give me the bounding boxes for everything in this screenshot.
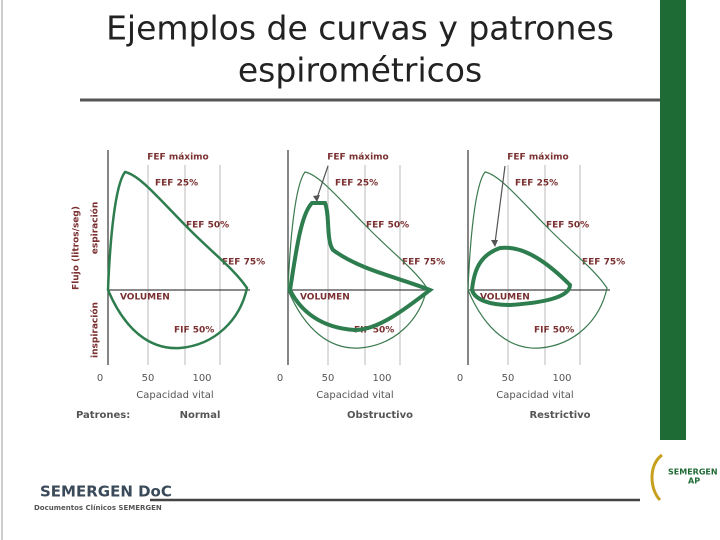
title-line: espirométricos: [238, 51, 482, 90]
footer-subtitle: Documentos Clínicos SEMERGEN: [34, 504, 162, 512]
arrow: [316, 165, 329, 199]
x-axis-label: Capacidad vital: [496, 390, 573, 401]
curve-label: VOLUMEN: [300, 293, 350, 303]
title-line: Ejemplos de curvas y patrones: [106, 9, 614, 48]
x-tick-label: 100: [372, 373, 391, 384]
reference-curve: [467, 171, 608, 349]
x-tick-label: 50: [322, 373, 335, 384]
y-axis-upper: espiración: [90, 202, 101, 255]
curve-label: FEF 25%: [155, 179, 198, 189]
curve-label: FIF 50%: [354, 326, 394, 336]
arrow: [494, 165, 506, 244]
restrictive-curve: [469, 245, 573, 308]
pattern-name: Obstructivo: [347, 410, 413, 421]
normal-curve: [106, 170, 249, 350]
x-tick-label: 0: [277, 373, 283, 384]
curve-label: FEF 50%: [546, 221, 589, 231]
curve-label: FEF 25%: [335, 179, 378, 189]
curve-label: FEF máximo: [327, 153, 388, 163]
logo-mark: [650, 453, 664, 502]
curve-label: FIF 50%: [174, 326, 214, 336]
x-tick-label: 50: [502, 373, 515, 384]
side-bar: [660, 0, 686, 440]
obstructive-curve: [287, 201, 435, 333]
curve-label: FEF 25%: [515, 179, 558, 189]
arrow-head: [491, 240, 498, 247]
curve-label: FEF máximo: [507, 153, 568, 163]
curve-label: FEF máximo: [147, 153, 208, 163]
curve-label: FEF 75%: [402, 258, 445, 268]
x-tick-label: 100: [552, 373, 571, 384]
panels: FEF máximo FEF 25% FEF 50% FEF 75% VOLUMEN FI…: [97, 150, 625, 421]
curve-label: FEF 50%: [366, 221, 409, 231]
curve-label: FIF 50%: [534, 326, 574, 336]
x-axis-label: Capacidad vital: [136, 390, 213, 401]
x-tick-label: 50: [142, 373, 155, 384]
x-tick-label: 100: [192, 373, 211, 384]
x-tick-label: 0: [457, 373, 463, 384]
patterns-label: Patrones:: [76, 410, 130, 421]
curve-label: VOLUMEN: [480, 293, 530, 303]
pattern-name: Restrictivo: [529, 410, 590, 421]
footer-brand: SEMERGEN DoC: [40, 483, 172, 501]
logo-name: SEMERGEN: [668, 468, 718, 477]
pattern-name: Normal: [180, 410, 221, 421]
x-tick-label: 0: [97, 373, 103, 384]
x-axis-label: Capacidad vital: [316, 390, 393, 401]
arrow-head: [313, 195, 320, 202]
y-axis-label: Flujo (litros/seg): [72, 206, 82, 290]
logo-sub: AP: [688, 477, 700, 486]
curve-label: FEF 75%: [582, 258, 625, 268]
y-axis-lower: inspiración: [90, 302, 101, 358]
reference-curve: [287, 171, 428, 349]
curve-label: FEF 50%: [186, 221, 229, 231]
curve-label: VOLUMEN: [120, 293, 170, 303]
curve-label: FEF 75%: [222, 258, 265, 268]
